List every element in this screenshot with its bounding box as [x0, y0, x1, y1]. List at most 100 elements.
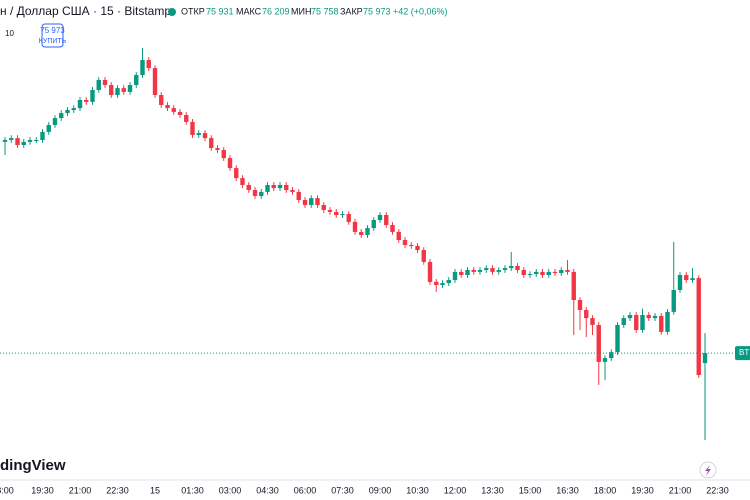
candle-body — [521, 270, 526, 275]
candle-body — [602, 358, 608, 362]
candle-body — [346, 214, 351, 222]
x-tick-label: 07:30 — [331, 485, 354, 495]
candle-body — [246, 185, 251, 190]
candle-body — [690, 278, 695, 280]
x-tick-label: 8:00 — [0, 485, 14, 495]
candle-body — [327, 210, 333, 212]
candle-body — [490, 268, 495, 272]
candle-body — [390, 225, 395, 232]
chart-title: н / Доллар США · 15 · Bitstamp — [0, 4, 171, 18]
candle-body — [534, 271, 539, 275]
candle-body — [402, 240, 408, 245]
candle-body — [584, 310, 589, 319]
candle-body — [146, 60, 151, 69]
candle-body — [290, 190, 295, 192]
candle-body — [559, 270, 564, 274]
candle-body — [71, 108, 76, 110]
candle-body — [34, 140, 39, 141]
candle-body — [659, 315, 664, 332]
candle-body — [46, 125, 51, 132]
candle-body — [471, 270, 476, 272]
candle-body — [415, 245, 420, 250]
candle-body — [334, 211, 339, 215]
candle-body — [277, 185, 283, 189]
candle-body — [571, 271, 576, 300]
x-tick-label: 15:00 — [519, 485, 542, 495]
candle-body — [627, 315, 633, 319]
candle-body — [309, 198, 314, 205]
candle-body — [671, 290, 676, 312]
candle-body — [84, 100, 89, 102]
ohlc-label: МАКС — [236, 6, 262, 16]
candle-body — [696, 278, 701, 375]
ohlc-value: 75 758 — [311, 6, 339, 16]
candle-body — [596, 325, 601, 362]
candle-body — [165, 105, 170, 109]
candle-body — [452, 271, 458, 280]
candle-body — [177, 111, 183, 115]
x-tick-label: 09:00 — [369, 485, 392, 495]
candle-body — [384, 215, 389, 225]
candle-body — [621, 318, 626, 325]
buy-button[interactable] — [41, 23, 64, 48]
candle-body — [96, 80, 101, 90]
candle-body — [40, 131, 45, 140]
x-tick-label: 04:30 — [256, 485, 279, 495]
candle-body — [371, 220, 376, 229]
x-tick-label: 18:00 — [594, 485, 617, 495]
candle-body — [184, 115, 189, 122]
candle-body — [27, 140, 33, 142]
candle-body — [496, 270, 501, 272]
candle-body — [540, 271, 545, 275]
candle-body — [190, 121, 195, 135]
candle-body — [527, 274, 533, 276]
candle-body — [446, 280, 451, 284]
price-badge — [735, 346, 750, 361]
candle-body — [152, 68, 158, 95]
logo: dingView — [0, 457, 66, 474]
candle-body — [284, 185, 289, 190]
candle-body — [459, 271, 464, 275]
x-tick-label: 19:30 — [31, 485, 54, 495]
candle-body — [434, 281, 439, 285]
x-tick-label: 21:00 — [69, 485, 92, 495]
candle-body — [502, 268, 508, 270]
candle-body — [634, 315, 639, 330]
lightning-icon[interactable] — [705, 465, 711, 476]
x-tick-label: 12:00 — [444, 485, 467, 495]
candle-body — [196, 133, 201, 135]
candle-body — [271, 185, 276, 189]
x-tick-label: 15 — [150, 485, 160, 495]
candle-body — [640, 315, 645, 330]
x-tick-label: 22:30 — [706, 485, 729, 495]
candle-body — [115, 88, 120, 95]
x-tick-label: 19:30 — [631, 485, 654, 495]
candle-body — [215, 148, 220, 150]
candle-body — [234, 168, 239, 179]
candle-body — [259, 191, 264, 196]
candle-body — [134, 75, 139, 85]
candle-body — [615, 325, 620, 353]
candle-body — [552, 271, 558, 274]
candle-body — [340, 214, 345, 216]
candle-body — [565, 270, 570, 272]
buy-price[interactable]: 75 973 — [40, 26, 65, 35]
x-tick-label: 03:00 — [219, 485, 242, 495]
candle-body — [9, 138, 14, 140]
candle-body — [365, 228, 370, 235]
candle-body — [359, 231, 364, 235]
candle-body — [202, 133, 208, 139]
candle-body — [2, 140, 8, 142]
candle-body — [546, 271, 551, 275]
x-tick-label: 13:30 — [481, 485, 504, 495]
candle-body — [352, 221, 358, 232]
candle-body — [221, 150, 226, 159]
x-tick-label: 06:00 — [294, 485, 317, 495]
ohlc-label: ОТКР — [181, 6, 205, 16]
candle-body — [252, 190, 258, 196]
candle-body — [702, 353, 708, 364]
candle-body — [121, 88, 126, 92]
buy-label[interactable]: КУПИТЬ — [39, 38, 67, 45]
